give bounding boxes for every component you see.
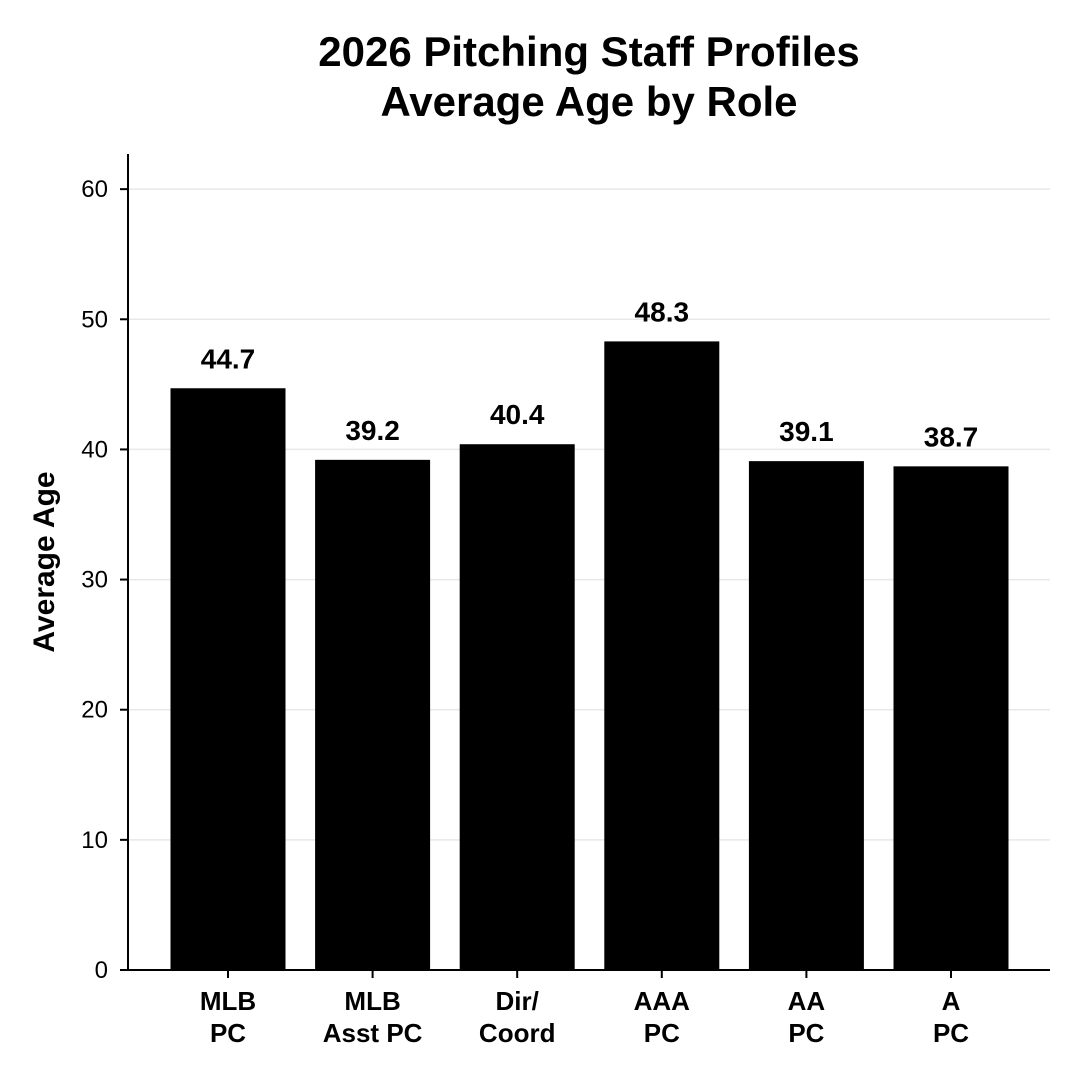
x-tick-label: A PC <box>933 986 969 1048</box>
x-tick-label-line: MLB <box>344 986 400 1016</box>
x-tick-label: AAA PC <box>634 986 691 1048</box>
y-tick-label: 0 <box>95 957 108 984</box>
chart-title-line-2: Average Age by Role <box>380 78 797 125</box>
x-tick-label: Dir/Coord <box>479 986 556 1048</box>
bar-value-labels: 44.7 39.2 40.4 48.3 39.1 38.7 <box>201 296 979 452</box>
y-tick-label: 50 <box>81 306 108 333</box>
y-tick-label: 20 <box>81 697 108 724</box>
y-tick-label: 60 <box>81 176 108 203</box>
x-tick-label-line: AAA <box>634 986 691 1016</box>
bar <box>170 388 286 970</box>
x-tick-label-line: Asst PC <box>323 1018 423 1048</box>
bar <box>459 444 575 970</box>
bar <box>604 341 720 970</box>
bar-value-label: 39.1 <box>779 416 834 447</box>
y-axis-ticks: 0 10 20 30 40 50 60 <box>81 176 128 984</box>
chart-title: 2026 Pitching Staff Profiles Average Age… <box>318 28 860 125</box>
x-tick-label-line: Dir/ <box>496 986 539 1016</box>
y-axis-label: Average Age <box>28 471 61 652</box>
bar <box>315 459 431 970</box>
x-tick-label-line: A <box>942 986 961 1016</box>
bar <box>893 466 1009 970</box>
chart-title-line-1: 2026 Pitching Staff Profiles <box>318 28 860 75</box>
bar-value-label: 38.7 <box>924 421 979 452</box>
y-tick-label: 30 <box>81 567 108 594</box>
x-tick-label: MLB Asst PC <box>323 986 423 1048</box>
x-tick-label-line: PC <box>210 1018 246 1048</box>
bars <box>170 341 1009 970</box>
bar <box>748 461 864 970</box>
x-tick-label-line: MLB <box>200 986 256 1016</box>
axes <box>127 154 1050 971</box>
x-tick-label-line: PC <box>788 1018 824 1048</box>
bar-value-label: 44.7 <box>201 343 256 374</box>
x-tick-label-line: PC <box>644 1018 680 1048</box>
x-tick-label-line: AA <box>788 986 826 1016</box>
bar-value-label: 39.2 <box>345 415 400 446</box>
y-tick-label: 10 <box>81 827 108 854</box>
x-tick-label: AA PC <box>788 986 826 1048</box>
x-tick-label-line: PC <box>933 1018 969 1048</box>
x-tick-label: MLB PC <box>200 986 256 1048</box>
bar-value-label: 48.3 <box>635 296 690 327</box>
y-tick-label: 40 <box>81 436 108 463</box>
x-tick-label-line: Coord <box>479 1018 556 1048</box>
bar-value-label: 40.4 <box>490 399 545 430</box>
